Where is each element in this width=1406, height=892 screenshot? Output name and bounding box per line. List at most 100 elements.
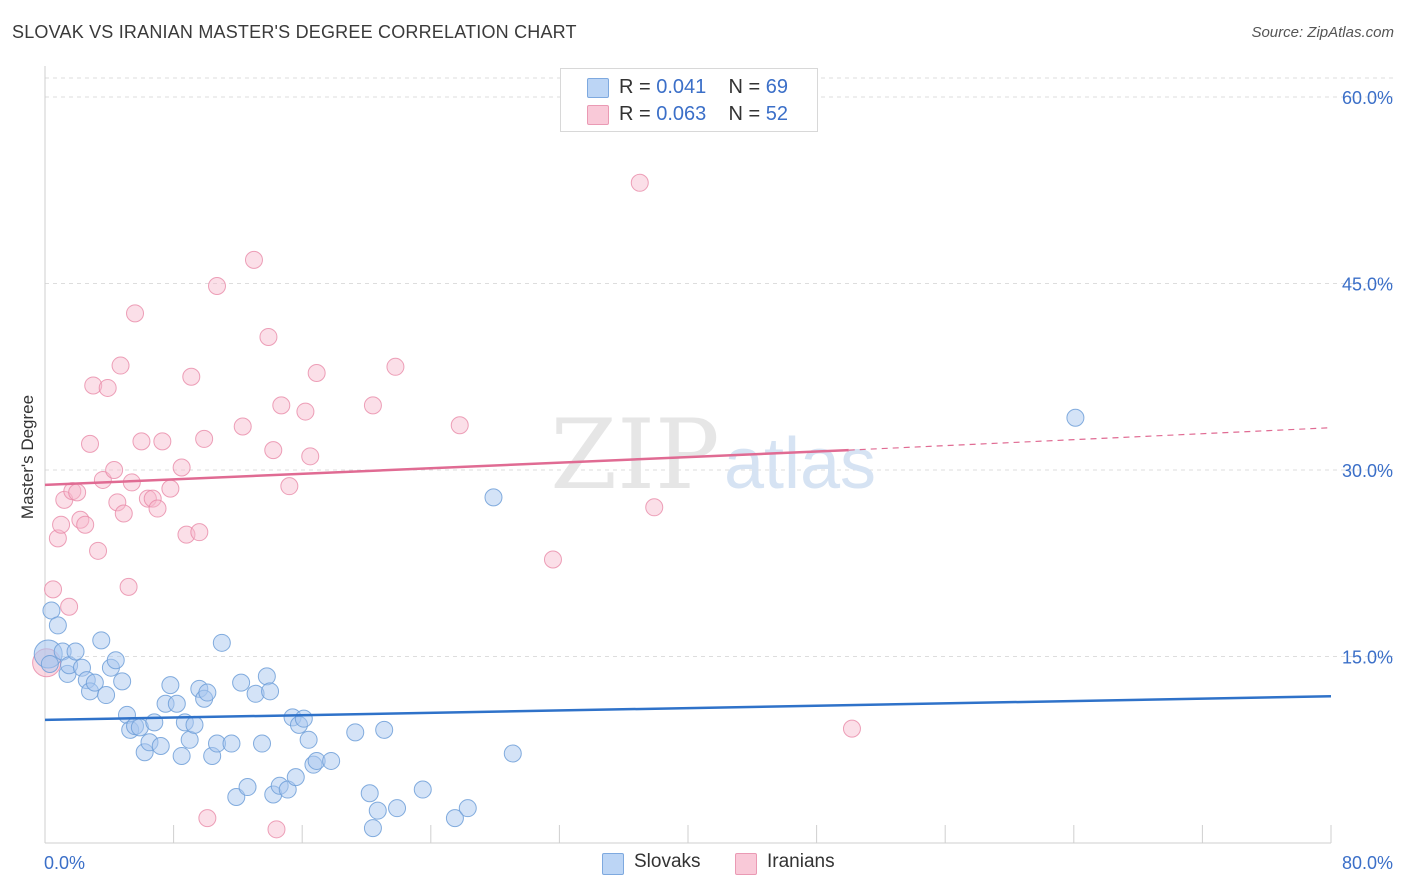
slovak-point (368, 801, 387, 820)
slovak-point (145, 713, 164, 732)
iranian-point (89, 541, 108, 560)
y-tick-label: 30.0% (1342, 461, 1393, 481)
iranian-point (630, 173, 649, 192)
legend-swatch-pink (587, 105, 609, 125)
slovak-point (503, 744, 522, 763)
iranian-point (126, 304, 145, 323)
slovak-point (48, 616, 67, 635)
iranian-point (296, 402, 315, 421)
slovaks-label: Slovaks (634, 851, 701, 872)
iranians-label: Iranians (767, 851, 835, 872)
slovak-point (113, 672, 132, 691)
iranian-point (259, 327, 278, 346)
iranian-point (108, 493, 127, 512)
slovak-point (92, 631, 111, 650)
slovak-point (375, 720, 394, 739)
slovak-point (388, 799, 407, 818)
iranian-point (264, 441, 283, 460)
iranian-point (543, 550, 562, 569)
iranian-point (132, 432, 151, 451)
legend-r-value: 0.041 (656, 76, 707, 98)
iranian-point (272, 396, 291, 415)
slovak-point (198, 683, 217, 702)
iranian-point (842, 719, 861, 738)
slovak-point (106, 651, 125, 670)
iranian-point (172, 458, 191, 477)
legend-r-value: 0.063 (656, 103, 707, 125)
iranian-point (111, 356, 130, 375)
slovaks-trend-line (44, 695, 1332, 722)
legend-swatch-blue (587, 78, 609, 98)
slovak-point (294, 709, 313, 728)
iranian-point (98, 378, 117, 397)
slovak-point (97, 686, 116, 705)
iranian-point (208, 276, 227, 295)
y-tick-label: 45.0% (1342, 275, 1393, 295)
slovak-point (257, 667, 276, 686)
iranian-point (301, 447, 320, 466)
slovak-point (238, 778, 257, 797)
slovak-point (261, 682, 280, 701)
slovaks-swatch (602, 853, 624, 875)
iranian-point (48, 529, 67, 548)
iranian-point (153, 432, 172, 451)
slovak-point (360, 784, 379, 803)
iranian-point (119, 577, 138, 596)
legend-n-label: N = (728, 103, 761, 125)
iranian-point (93, 470, 112, 489)
iranian-point (68, 483, 87, 502)
legend-r-label: R = (619, 103, 651, 125)
slovak-point (40, 654, 59, 673)
x-tick-label-min: 0.0% (44, 853, 85, 873)
stats-legend: R = 0.041 N = 69 R = 0.063 N = 52 (560, 68, 818, 132)
slovak-point (253, 734, 272, 753)
iranians-trend-extension (848, 427, 1332, 451)
iranian-point (114, 504, 133, 523)
slovak-point (85, 673, 104, 692)
slovak-point (185, 715, 204, 734)
slovak-point (445, 809, 464, 828)
x-tick-label-max: 80.0% (1342, 853, 1393, 873)
y-tick-label: 15.0% (1342, 648, 1393, 668)
chart-title: SLOVAK VS IRANIAN MASTER'S DEGREE CORREL… (12, 22, 577, 42)
trend-lines (44, 427, 1332, 722)
iranian-point (44, 580, 63, 599)
watermark-zip: ZIP (550, 399, 719, 511)
gridlines (45, 77, 1394, 657)
iranian-point (182, 367, 201, 386)
slovaks-points (33, 408, 1085, 838)
slovak-point (66, 642, 85, 661)
axes (44, 66, 1332, 844)
slovak-point (484, 488, 503, 507)
iranian-point (244, 250, 263, 269)
iranian-point (52, 515, 71, 534)
slovak-point (1066, 408, 1085, 427)
iranian-point (363, 396, 382, 415)
slovak-point (232, 673, 251, 692)
slovak-point (346, 723, 365, 742)
tick-labels: 15.0% 30.0% 45.0% 60.0% 0.0% 80.0% (44, 88, 1393, 873)
slovak-point (151, 737, 170, 756)
slovak-point (161, 676, 180, 695)
iranians-swatch (735, 853, 757, 875)
slovak-point (172, 746, 191, 765)
slovak-point (458, 799, 477, 818)
slovak-point (363, 819, 382, 838)
iranian-point (138, 489, 157, 508)
iranian-point (190, 523, 209, 542)
y-tick-label: 60.0% (1342, 88, 1393, 108)
slovak-point (167, 694, 186, 713)
iranian-point (450, 416, 469, 435)
iranian-point (84, 376, 103, 395)
slovak-point (212, 633, 231, 652)
watermark-atlas: atlas (724, 424, 876, 504)
iranian-point (233, 417, 252, 436)
slovak-point (227, 787, 246, 806)
iranian-point (71, 510, 90, 529)
iranian-point (645, 498, 664, 517)
iranian-point (307, 364, 326, 383)
iranian-point (198, 809, 217, 828)
slovak-point (322, 751, 341, 770)
iranian-point (267, 820, 286, 839)
